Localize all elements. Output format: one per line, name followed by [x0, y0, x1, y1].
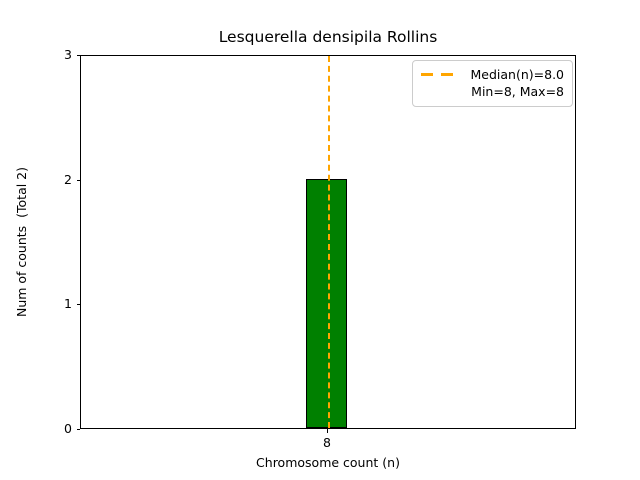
x-tick-label-0: 8 [323, 435, 331, 450]
y-tick-label-3: 3 [64, 47, 72, 62]
y-tick-mark-3 [76, 55, 80, 56]
plot-area [80, 55, 576, 429]
y-tick-mark-1 [76, 304, 80, 306]
legend-entry-median: Median(n)=8.0 [470, 67, 565, 82]
legend-text: Median(n)=8.0 Min=8, Max=8 [464, 67, 565, 100]
y-tick-label-1: 1 [64, 296, 72, 312]
x-tick-mark-0 [327, 429, 328, 433]
bar-chromosome-count-8[interactable] [306, 178, 347, 428]
y-axis-label: Num of counts (Total 2) [14, 166, 29, 318]
y-tick-label-0: 0 [64, 421, 72, 436]
page-title: Lesquerella densipila Rollins [218, 28, 438, 46]
x-axis-label: Chromosome count (n) [256, 455, 400, 470]
legend-entry-minmax: Min=8, Max=8 [471, 83, 564, 99]
y-tick-mark-2 [76, 179, 80, 181]
legend: Median(n)=8.0 Min=8, Max=8 [412, 60, 573, 107]
y-tick-label-2: 2 [64, 171, 72, 187]
legend-dashed-line-icon [421, 67, 455, 83]
median-line [327, 56, 330, 428]
y-tick-mark-0 [76, 429, 80, 430]
